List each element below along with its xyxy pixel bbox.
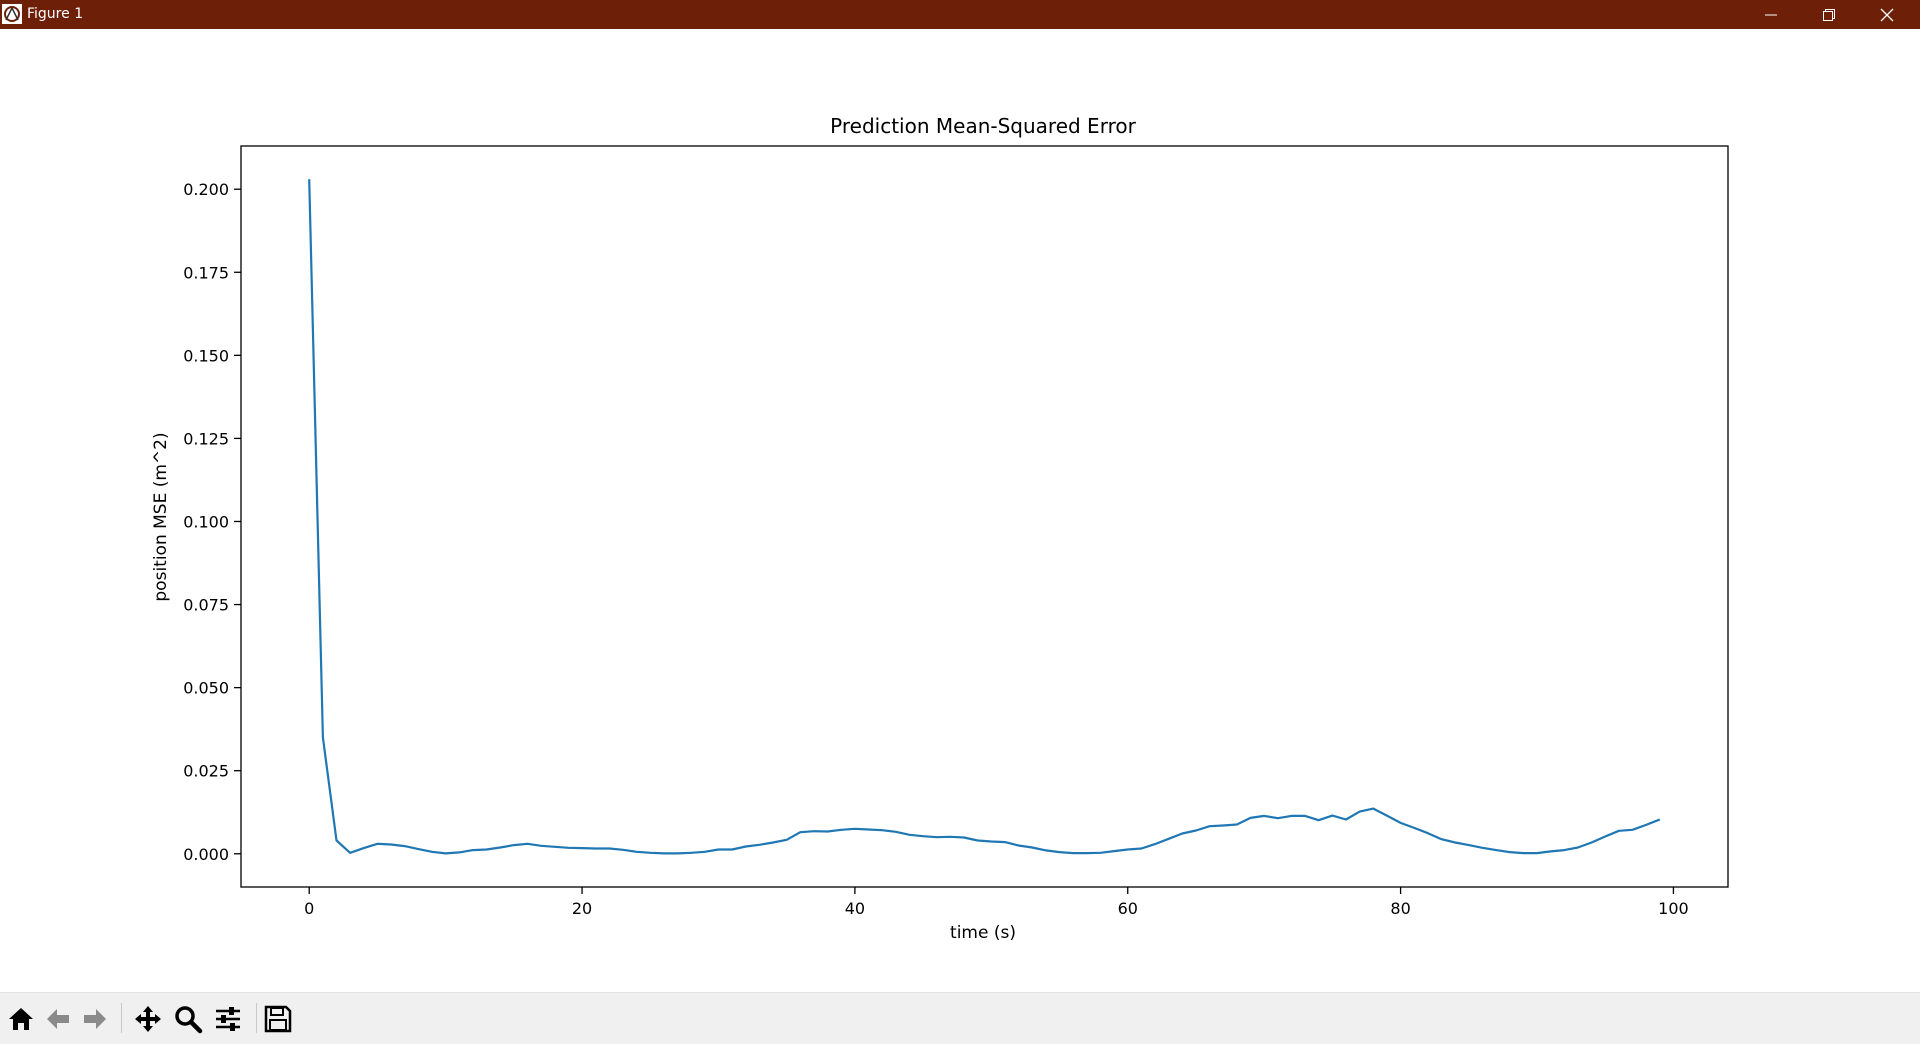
x-tick-label: 80 <box>1390 899 1410 918</box>
y-tick-label: 0.125 <box>183 429 229 448</box>
pan-move-icon <box>135 1006 161 1032</box>
restore-icon <box>1823 8 1835 21</box>
back-button[interactable] <box>40 1001 76 1037</box>
toolbar-separator <box>121 1003 122 1033</box>
y-tick-label: 0.150 <box>183 346 229 365</box>
y-tick-label: 0.100 <box>183 512 229 531</box>
configure-subplots-icon <box>216 1007 240 1031</box>
series-line <box>308 179 1661 855</box>
minimize-button[interactable] <box>1742 0 1800 29</box>
window-titlebar: Figure 1 <box>0 0 1920 29</box>
toolbar-separator <box>256 1003 257 1033</box>
y-tick-label: 0.175 <box>183 263 229 282</box>
zoom-magnifier-icon <box>175 1006 203 1034</box>
x-tick-label: 100 <box>1658 899 1689 918</box>
configure-subplots-button[interactable] <box>210 1001 246 1037</box>
x-axis-label: time (s) <box>950 923 1016 943</box>
forward-button[interactable] <box>77 1001 113 1037</box>
axes-frame <box>240 145 1729 888</box>
x-tick-label: 20 <box>572 899 592 918</box>
forward-arrow-icon <box>84 1009 106 1029</box>
y-tick-label: 0.025 <box>183 762 229 781</box>
mse-line-chart: Prediction Mean-Squared Error 0 20 40 60 80 1… <box>151 114 1729 943</box>
restore-button[interactable] <box>1800 0 1858 29</box>
window-title: Figure 1 <box>27 6 84 22</box>
y-tick-label: 0.200 <box>183 180 229 199</box>
save-floppy-icon <box>264 1005 292 1033</box>
y-tick-label: 0.000 <box>183 845 229 864</box>
x-tick-label: 0 <box>304 899 314 918</box>
minimize-icon <box>1765 14 1777 15</box>
close-icon <box>1880 8 1894 21</box>
x-tick-label: 40 <box>845 899 865 918</box>
back-arrow-icon <box>47 1009 69 1029</box>
home-icon <box>9 1008 33 1030</box>
y-tick-label: 0.075 <box>183 596 229 615</box>
chart-title: Prediction Mean-Squared Error <box>830 114 1136 138</box>
navigation-toolbar <box>0 992 1920 1044</box>
x-tick-label: 60 <box>1118 899 1138 918</box>
axis-ticks: 0 20 40 60 80 100 0.000 0.025 0.050 0.075 0.100 0.1… <box>183 180 1689 918</box>
y-tick-label: 0.050 <box>183 679 229 698</box>
save-button[interactable] <box>260 1001 296 1037</box>
close-button[interactable] <box>1858 0 1916 29</box>
plot-area <box>308 179 1661 855</box>
figure-canvas[interactable]: Prediction Mean-Squared Error 0 20 40 60 80 1… <box>0 29 1920 992</box>
pan-button[interactable] <box>130 1001 166 1037</box>
home-button[interactable] <box>3 1001 39 1037</box>
y-axis-label: position MSE (m^2) <box>151 432 171 601</box>
app-icon <box>2 4 22 24</box>
zoom-button[interactable] <box>170 1001 206 1037</box>
